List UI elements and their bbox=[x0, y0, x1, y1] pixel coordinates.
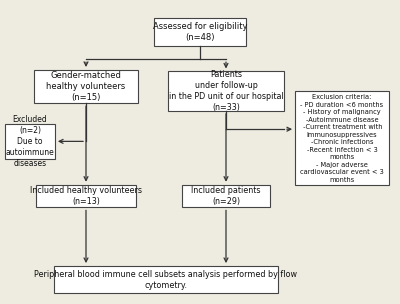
FancyBboxPatch shape bbox=[168, 71, 284, 111]
Text: Included patients
(n=29): Included patients (n=29) bbox=[191, 186, 261, 206]
FancyBboxPatch shape bbox=[154, 18, 246, 46]
FancyBboxPatch shape bbox=[54, 266, 278, 293]
FancyBboxPatch shape bbox=[295, 91, 389, 185]
FancyBboxPatch shape bbox=[182, 185, 270, 208]
Text: Gender-matched
healthy volunteers
(n=15): Gender-matched healthy volunteers (n=15) bbox=[46, 71, 126, 102]
Text: Exclusion criteria:
- PD duration <6 months
- History of malignancy
-Autoimmune : Exclusion criteria: - PD duration <6 mon… bbox=[300, 94, 384, 183]
FancyBboxPatch shape bbox=[36, 185, 136, 208]
Text: Peripheral blood immune cell subsets analysis performed by flow
cytometry.: Peripheral blood immune cell subsets ana… bbox=[34, 270, 298, 290]
FancyBboxPatch shape bbox=[5, 124, 55, 159]
Text: Patients
under follow-up
in the PD unit of our hospital
(n=33): Patients under follow-up in the PD unit … bbox=[169, 70, 283, 112]
Text: Assessed for eligibility
(n=48): Assessed for eligibility (n=48) bbox=[153, 22, 247, 42]
Text: Excluded
(n=2)
Due to
autoimmune
diseases: Excluded (n=2) Due to autoimmune disease… bbox=[6, 115, 54, 168]
Text: Included healthy volunteers
(n=13): Included healthy volunteers (n=13) bbox=[30, 186, 142, 206]
FancyBboxPatch shape bbox=[34, 70, 138, 103]
